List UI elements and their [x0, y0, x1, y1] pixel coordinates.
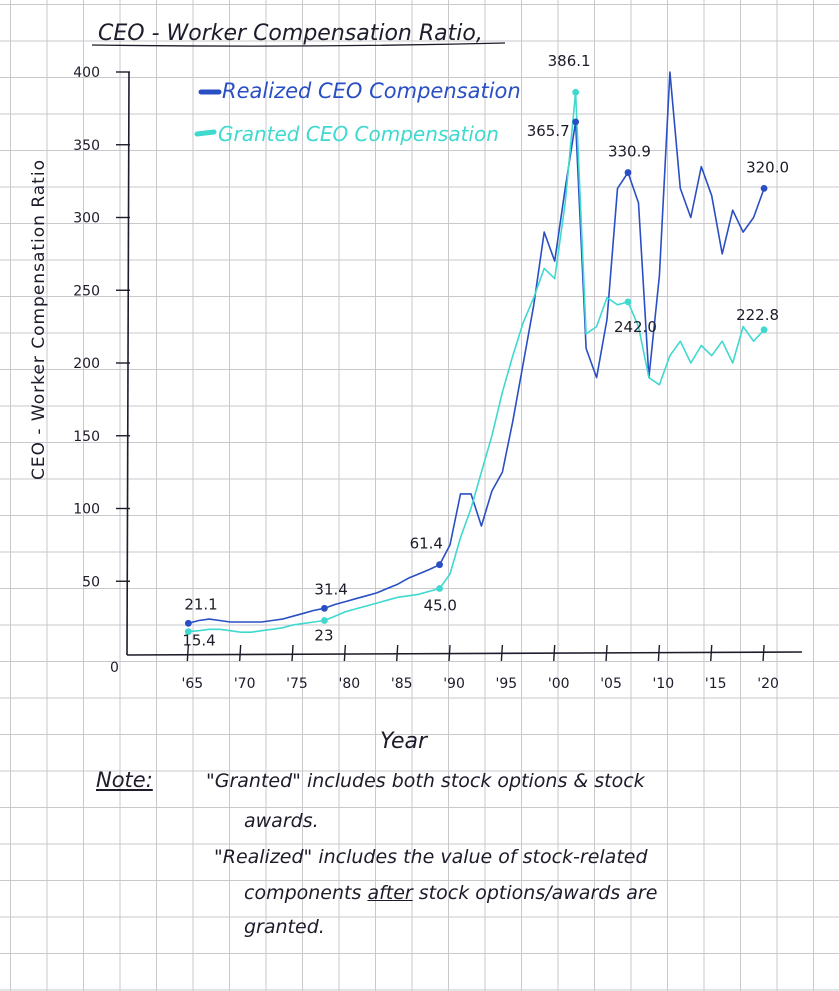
legend-label-granted: Granted CEO Compensation	[218, 122, 499, 146]
data-label: 222.8	[736, 306, 779, 324]
x-tick-label: '10	[653, 676, 675, 692]
note-line-realized: "Realized" includes the value of stock-r…	[214, 846, 648, 868]
x-tick-mark	[553, 644, 556, 662]
y-axis-ticks: 50 100 150 200 250 300 350 400	[73, 65, 130, 590]
realized-data-point	[572, 118, 580, 126]
data-label: 242.0	[614, 318, 657, 336]
y-tick-label: 50	[82, 574, 100, 590]
note-line-components: components after stock options/awards ar…	[244, 882, 657, 904]
granted-data-point	[184, 628, 192, 635]
x-tick-mark	[657, 644, 661, 662]
x-tick-label: '20	[757, 676, 779, 692]
legend-swatch-granted	[194, 129, 217, 137]
data-labels: 21.1 15.4 31.4 23 61.4 45.0 365.7 386.1 330.9 242…	[182, 52, 789, 649]
x-axis-ticks: '65 '70 '75 '80 '85 '90 '95 '00 '05 '10 '15 '20	[182, 644, 779, 692]
granted-data-point	[321, 617, 328, 624]
y-axis-title: CEO - Worker Compensation Ratio	[29, 159, 49, 480]
x-tick-mark	[291, 644, 294, 662]
x-tick-label: '70	[234, 676, 256, 692]
x-tick-label: '00	[548, 676, 570, 692]
x-tick-mark	[605, 644, 608, 662]
x-tick-mark	[710, 644, 713, 662]
x-tick-label: '15	[705, 676, 727, 692]
x-axis-title: Year	[380, 729, 429, 754]
realized-data-point	[436, 561, 443, 569]
y-tick-label: 350	[73, 138, 100, 154]
y-tick-label: 200	[73, 356, 100, 372]
note-after-emphasis: after	[367, 882, 413, 904]
y-tick-label: 400	[73, 65, 100, 81]
series-lines	[188, 71, 765, 633]
realized-data-point	[624, 169, 632, 176]
y-tick-label: 150	[73, 429, 100, 445]
x-tick-mark	[343, 644, 347, 662]
note-line-awards: awards.	[244, 810, 319, 832]
data-label: 320.0	[746, 158, 789, 176]
y-tick-label: 100	[73, 502, 100, 518]
note-components-before: components	[244, 882, 368, 904]
x-tick-label: '05	[600, 676, 622, 692]
x-tick-mark	[500, 644, 504, 662]
x-axis-line	[126, 651, 803, 656]
x-tick-label: '65	[182, 676, 204, 692]
note-line-granted: "Granted" includes both stock options & …	[206, 770, 645, 792]
data-label: 23	[314, 627, 333, 645]
realized-data-point	[321, 604, 328, 612]
x-tick-mark	[238, 644, 242, 662]
granted-data-point	[760, 326, 768, 334]
origin-label: 0	[110, 660, 119, 676]
x-tick-label: '75	[286, 676, 308, 692]
data-label: 61.4	[410, 535, 443, 553]
note-heading: Note:	[96, 768, 153, 792]
x-tick-label: '95	[496, 676, 518, 692]
title-underline	[91, 42, 506, 47]
data-label: 45.0	[424, 597, 457, 615]
legend-label-realized: Realized CEO Compensation	[222, 79, 521, 103]
data-label: 21.1	[184, 595, 217, 613]
data-label: 15.4	[182, 632, 215, 650]
granted-data-point	[572, 88, 580, 96]
x-tick-label: '85	[391, 676, 413, 692]
y-tick-label: 300	[73, 211, 100, 227]
x-tick-mark	[186, 644, 190, 662]
chart-title: CEO - Worker Compensation Ratio,	[98, 21, 483, 46]
series-markers	[184, 88, 768, 635]
x-tick-label: '90	[443, 676, 465, 692]
x-tick-mark	[395, 644, 399, 662]
granted-series-line	[188, 91, 765, 633]
granted-data-point	[436, 585, 443, 592]
x-tick-mark	[762, 644, 765, 662]
realized-data-point	[760, 185, 768, 192]
x-tick-label: '80	[339, 676, 361, 692]
realized-data-point	[184, 619, 192, 627]
note-line-granted-end: granted.	[244, 916, 325, 938]
x-tick-mark	[448, 644, 451, 662]
data-label: 31.4	[314, 580, 347, 598]
data-label: 365.7	[527, 122, 570, 140]
realized-series-line	[188, 71, 765, 625]
note-components-after: stock options/awards are	[412, 882, 658, 904]
granted-data-point	[624, 298, 632, 306]
y-tick-label: 250	[73, 283, 100, 299]
ceo-worker-ratio-chart: CEO - Worker Compensation Ratio, Realize…	[29, 21, 803, 754]
data-label: 386.1	[548, 52, 591, 70]
data-label: 330.9	[608, 143, 651, 161]
